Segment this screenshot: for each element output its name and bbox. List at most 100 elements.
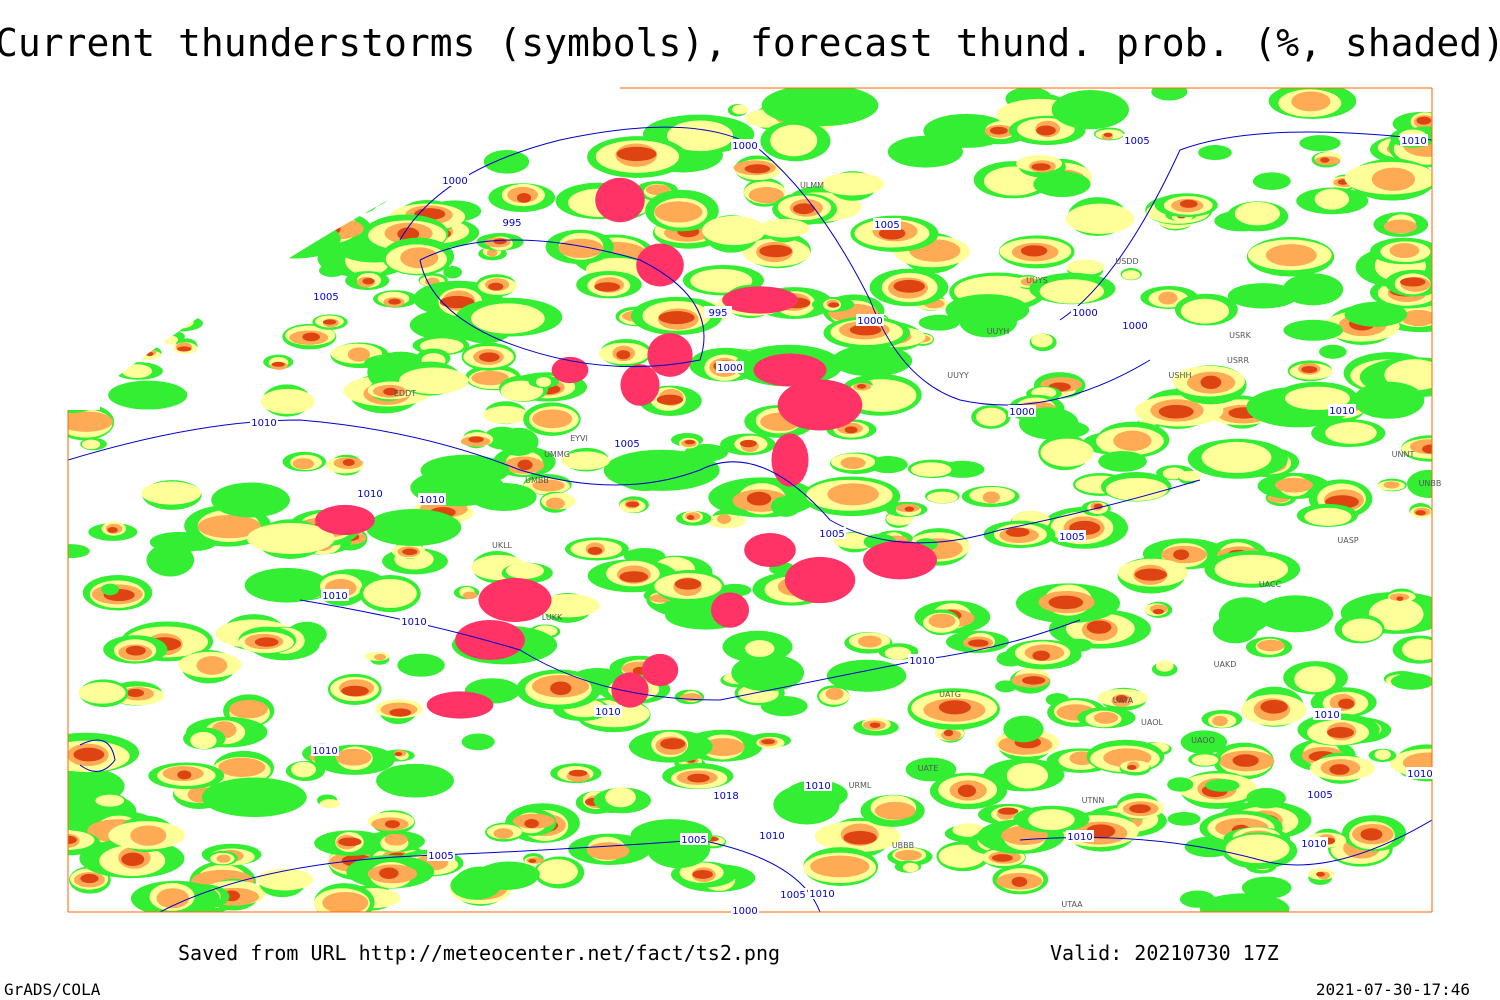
isobar-label-box <box>1328 404 1356 416</box>
shade <box>228 219 252 236</box>
shade <box>1291 91 1331 112</box>
shade <box>186 131 210 145</box>
shade <box>991 854 1013 862</box>
shade <box>692 869 713 879</box>
shade <box>1005 527 1030 537</box>
shade <box>222 91 269 112</box>
shade <box>77 88 158 116</box>
shade <box>532 409 573 429</box>
shade <box>218 757 266 777</box>
shade <box>95 794 125 807</box>
isobar-label-box <box>1406 767 1434 779</box>
shade <box>1020 245 1048 257</box>
shade <box>1199 893 1290 912</box>
shade <box>840 456 866 469</box>
shade <box>827 483 879 506</box>
isobar-label: 1010 <box>809 889 834 900</box>
shade <box>179 233 259 265</box>
shade <box>73 747 105 762</box>
shade <box>658 311 695 325</box>
isobar-label-box <box>250 416 278 428</box>
shade <box>90 120 121 132</box>
shade <box>163 335 179 345</box>
shade <box>561 451 610 470</box>
timestamp: 2021-07-30-17:46 <box>1316 980 1470 999</box>
isobar-label-box <box>731 904 759 916</box>
shade <box>1121 270 1141 280</box>
station-code: USDD <box>1115 257 1138 266</box>
shade <box>1422 444 1432 454</box>
shade <box>1031 333 1053 348</box>
shade <box>1201 441 1272 474</box>
shade <box>68 835 77 845</box>
shade <box>550 681 572 696</box>
storm-symbols <box>426 691 494 719</box>
shade <box>363 578 417 608</box>
shade <box>146 543 195 577</box>
shade <box>229 699 268 719</box>
shade <box>1051 90 1129 130</box>
shade <box>130 825 167 846</box>
shade <box>461 733 495 751</box>
shade <box>828 302 840 308</box>
shade <box>68 411 113 432</box>
shade <box>1180 298 1230 324</box>
shade <box>744 164 771 174</box>
shade <box>1041 420 1090 439</box>
shade <box>761 88 879 127</box>
shade <box>69 166 104 180</box>
shade <box>483 150 530 174</box>
shade <box>1327 726 1354 738</box>
storm-symbols <box>753 353 827 387</box>
isobar-line <box>299 599 1081 701</box>
shade <box>291 761 316 778</box>
shade <box>843 830 877 845</box>
shade <box>1214 554 1289 584</box>
shade <box>938 844 985 868</box>
shade <box>302 332 320 342</box>
storm-symbols <box>863 540 937 580</box>
shade <box>259 109 288 122</box>
station-code: UKLL <box>492 541 513 550</box>
shade <box>247 180 308 217</box>
shade <box>594 282 621 292</box>
shade <box>1093 711 1119 724</box>
shade <box>517 459 533 471</box>
shade <box>442 132 478 145</box>
shade <box>825 687 844 700</box>
station-code: UAOO <box>1191 736 1215 745</box>
isobar-label: 1000 <box>717 363 742 374</box>
storm-symbols <box>478 578 552 622</box>
isobar-label-box <box>873 218 901 230</box>
shade <box>884 646 912 660</box>
isobar-label-box <box>704 306 732 318</box>
shade <box>874 801 916 820</box>
shade <box>1155 660 1174 672</box>
shade <box>943 729 954 737</box>
shade <box>251 219 341 259</box>
shade <box>116 140 136 148</box>
station-code: UMBB <box>525 476 549 485</box>
shade <box>926 491 958 504</box>
station-code: UNNT <box>1392 450 1415 459</box>
isobar-label-box <box>441 174 469 186</box>
shade <box>247 522 335 554</box>
shade <box>149 157 205 194</box>
shade <box>1304 507 1352 526</box>
shade <box>686 514 695 520</box>
shade <box>1265 244 1317 267</box>
shade <box>904 506 915 512</box>
shade <box>1390 673 1432 690</box>
shade <box>759 244 793 258</box>
shade <box>292 458 315 470</box>
shade <box>80 257 158 288</box>
shade <box>377 136 428 161</box>
station-code: UUYH <box>987 327 1010 336</box>
shade <box>1400 277 1426 287</box>
shade <box>104 198 171 229</box>
shade <box>80 873 99 884</box>
station-code: UASP <box>1337 536 1358 545</box>
shade <box>626 501 640 508</box>
shade <box>493 828 514 839</box>
shade <box>918 314 960 331</box>
